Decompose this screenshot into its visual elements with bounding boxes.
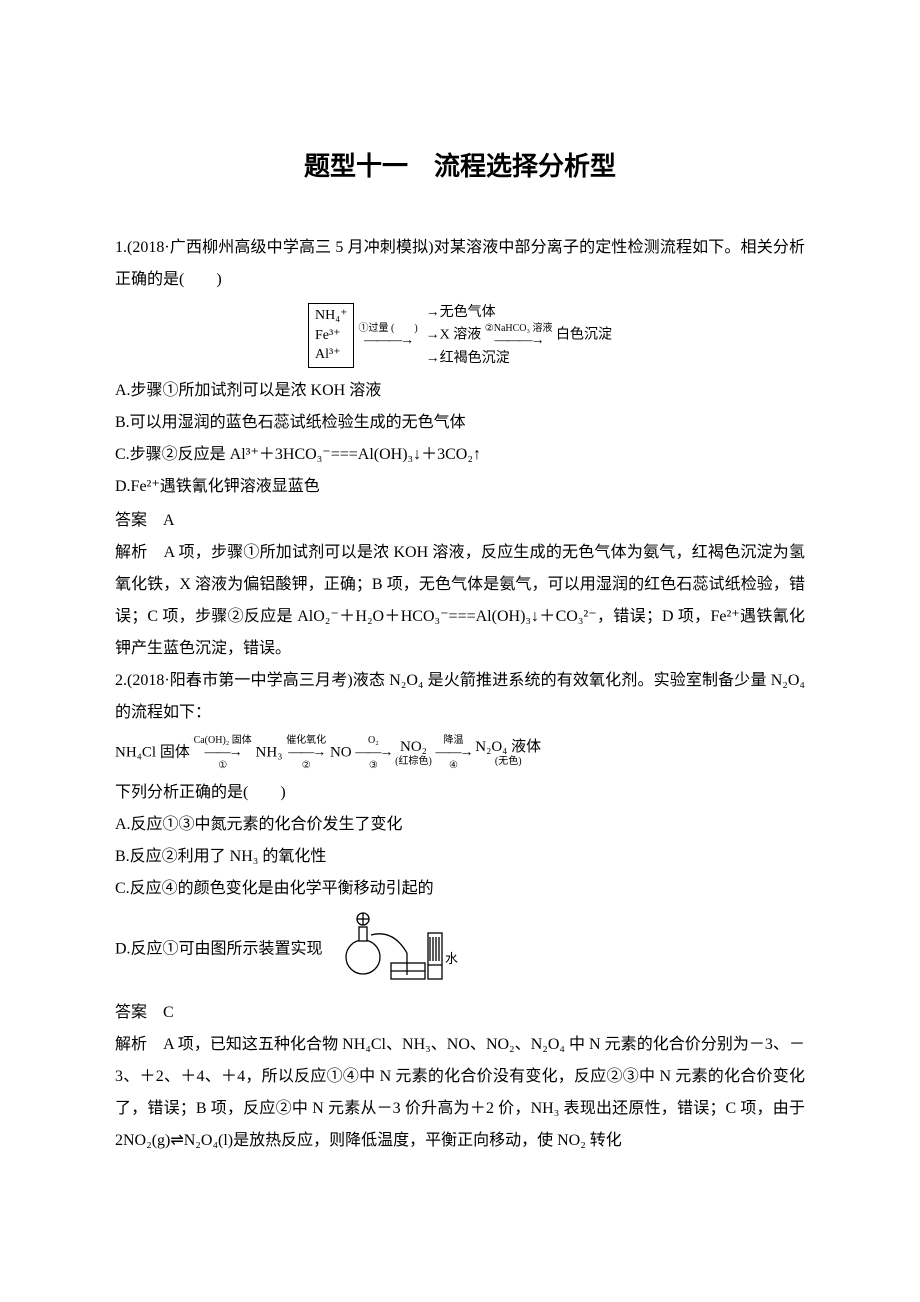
flow-start: NH₄Cl 固体 [115,744,190,760]
ion-box: NH₄⁺ Fe³⁺ Al³⁺ [308,303,355,368]
q1-choice-c: C.步骤②反应是 Al³⁺＋3HCO₃⁻===Al(OH)₃↓＋3CO₂↑ [115,439,805,471]
q2-choice-c: C.反应④的颜色变化是由化学平衡移动引起的 [115,873,805,905]
flow-no: NO [330,744,352,760]
water-label: 水 [445,951,458,966]
branch-1: →无色气体 [426,302,612,323]
q1-choice-b: B.可以用湿润的蓝色石蕊试纸检验生成的无色气体 [115,407,805,439]
q2-intro: 2.(2018·阳春市第一中学高三月考)液态 N₂O₄ 是火箭推进系统的有效氧化… [115,665,805,729]
q1-choice-d: D.Fe²⁺遇铁氰化钾溶液显蓝色 [115,471,805,503]
flow-n2o4: N₂O₄ 液体 (无色) [475,739,541,767]
flow-step3: O₂ ——→ ③ [355,735,391,771]
q2-answer: 答案 C [115,997,805,1029]
q2-choice-d-text: D.反应①可由图所示装置实现 [115,941,323,958]
page-title: 题型十一 流程选择分析型 [115,140,805,192]
q2-tail: 下列分析正确的是( ) [115,777,805,809]
branch-3: →红褐色沉淀 [426,348,612,369]
step1-arrow: ①过量 ( ) ———→ [358,322,417,350]
q1-choice-a: A.步骤①所加试剂可以是浓 KOH 溶液 [115,375,805,407]
q2-flow: NH₄Cl 固体 Ca(OH)₂ 固体 ——→ ① NH₃ 催化氧化 ——→ ②… [115,735,805,771]
apparatus-diagram: 水 [333,905,463,995]
q2-explain: 解析 A 项，已知这五种化合物 NH₄Cl、NH₃、NO、NO₂、N₂O₄ 中 … [115,1029,805,1157]
flow-step4: 降温 ——→ ④ [436,735,472,771]
q2-choice-a: A.反应①③中氮元素的化合价发生了变化 [115,809,805,841]
q1-diagram: NH₄⁺ Fe³⁺ Al³⁺ ①过量 ( ) ———→ →无色气体 →X 溶液 … [115,302,805,369]
branch-stack: →无色气体 →X 溶液 ②NaHCO₃ 溶液 ———→ 白色沉淀 →红褐色沉淀 [426,302,612,369]
box-line: NH₄⁺ [315,306,348,326]
flow-step1: Ca(OH)₂ 固体 ——→ ① [194,735,252,771]
flow-no2: NO₂ (红棕色) [395,739,432,767]
q2-choice-d: D.反应①可由图所示装置实现 水 [115,905,805,995]
box-line: Fe³⁺ [315,326,348,346]
q1-intro: 1.(2018·广西柳州高级中学高三 5 月冲刺模拟)对某溶液中部分离子的定性检… [115,232,805,296]
q1-answer: 答案 A [115,505,805,537]
flow-step2: 催化氧化 ——→ ② [286,735,326,771]
branch-2: →X 溶液 ②NaHCO₃ 溶液 ———→ 白色沉淀 [426,323,612,348]
box-line: Al³⁺ [315,345,348,365]
q1-explain: 解析 A 项，步骤①所加试剂可以是浓 KOH 溶液，反应生成的无色气体为氨气，红… [115,537,805,665]
flow-nh3: NH₃ [256,744,283,760]
q2-choice-b: B.反应②利用了 NH₃ 的氧化性 [115,841,805,873]
